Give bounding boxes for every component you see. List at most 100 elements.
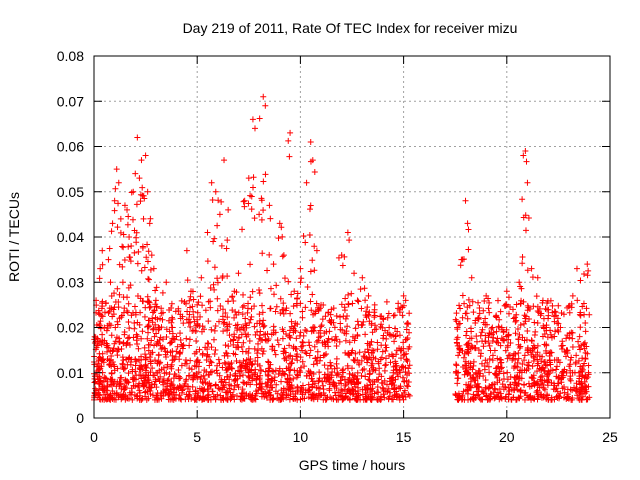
data-point [311, 169, 318, 176]
data-point [228, 382, 235, 389]
data-point [230, 298, 237, 305]
data-point [305, 381, 312, 388]
data-point [96, 350, 103, 357]
data-point [403, 382, 410, 389]
data-point [463, 310, 470, 317]
data-point [355, 298, 362, 305]
data-point [189, 288, 196, 295]
data-point [234, 325, 241, 332]
data-point [500, 328, 507, 335]
data-point [521, 357, 528, 364]
data-point [187, 304, 194, 311]
data-point [212, 188, 219, 195]
data-point [512, 314, 519, 321]
data-point [461, 396, 468, 403]
data-point [370, 354, 377, 361]
data-point [515, 349, 522, 356]
data-point [560, 368, 567, 375]
data-point [173, 348, 180, 355]
data-point [560, 311, 567, 318]
data-point [303, 350, 310, 357]
data-point [525, 362, 532, 369]
data-point [390, 374, 397, 381]
data-point [160, 389, 167, 396]
data-point [225, 343, 232, 350]
data-point [99, 261, 106, 268]
data-point [538, 380, 545, 387]
data-point [267, 215, 274, 222]
data-point [177, 337, 184, 344]
data-point [578, 380, 585, 387]
data-point [243, 357, 250, 364]
data-point [521, 381, 528, 388]
data-point [170, 385, 177, 392]
data-point [461, 362, 468, 369]
data-point [293, 353, 300, 360]
data-point [510, 365, 517, 372]
data-point [115, 345, 122, 352]
data-point [193, 348, 200, 355]
data-point [177, 330, 184, 337]
data-point [288, 291, 295, 298]
data-point [139, 366, 146, 373]
data-point [210, 281, 217, 288]
data-point [219, 364, 226, 371]
data-point [322, 313, 329, 320]
data-point [511, 379, 518, 386]
data-point [401, 378, 408, 385]
data-point [532, 328, 539, 335]
data-point [364, 359, 371, 366]
data-point [371, 390, 378, 397]
data-point [227, 338, 234, 345]
data-point [311, 343, 318, 350]
data-point [259, 390, 266, 397]
data-point [368, 387, 375, 394]
data-point [211, 235, 218, 242]
data-point [342, 337, 349, 344]
data-point [299, 339, 306, 346]
data-point [485, 363, 492, 370]
data-point [257, 372, 264, 379]
data-point [249, 116, 256, 123]
data-point [346, 389, 353, 396]
data-point [467, 345, 474, 352]
data-point [277, 395, 284, 402]
data-point [345, 379, 352, 386]
data-point [271, 347, 278, 354]
data-point [205, 318, 212, 325]
data-point [541, 386, 548, 393]
data-point [217, 392, 224, 399]
data-point [233, 357, 240, 364]
data-point [128, 243, 135, 250]
data-point [120, 365, 127, 372]
data-point [553, 366, 560, 373]
data-point [486, 330, 493, 337]
data-point [534, 274, 541, 281]
data-point [516, 344, 523, 351]
data-point [383, 335, 390, 342]
data-point [145, 384, 152, 391]
data-point [259, 321, 266, 328]
data-point [139, 380, 146, 387]
data-point [252, 366, 259, 373]
data-point [280, 350, 287, 357]
data-point [403, 326, 410, 333]
data-point [251, 303, 258, 310]
data-point [166, 306, 173, 313]
data-point [256, 286, 263, 293]
data-point [512, 351, 519, 358]
data-point [170, 396, 177, 403]
data-point [225, 206, 232, 213]
data-point [91, 333, 98, 340]
data-point [399, 393, 406, 400]
data-point [543, 350, 550, 357]
data-point [133, 201, 140, 208]
data-point [260, 331, 267, 338]
data-point [561, 389, 568, 396]
data-point [515, 394, 522, 401]
data-point [555, 302, 562, 309]
data-point [214, 222, 221, 229]
data-point [256, 211, 263, 218]
data-point [213, 367, 220, 374]
data-point [111, 197, 118, 204]
